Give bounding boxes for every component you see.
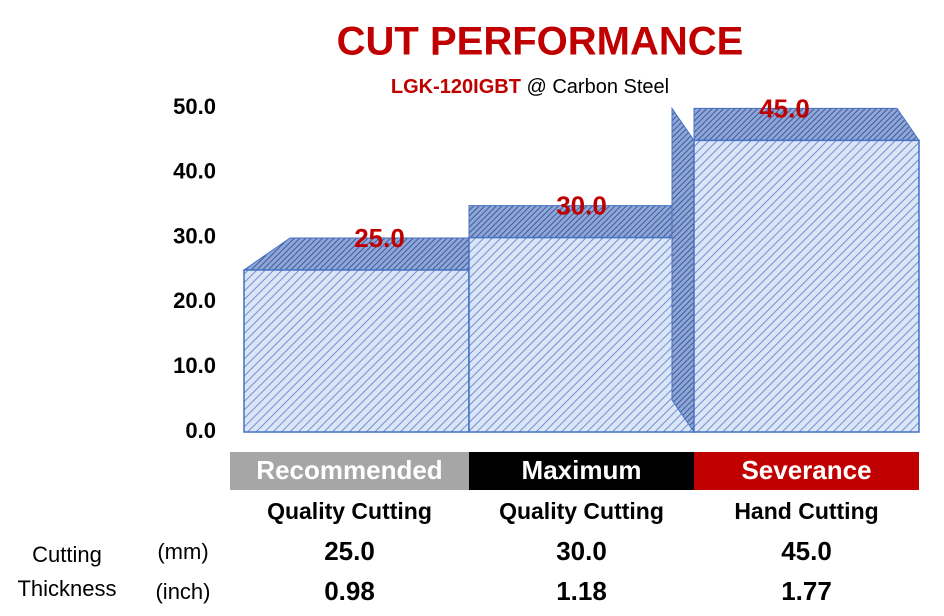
bar-side xyxy=(671,106,695,434)
x-sub-label: Quality Cutting xyxy=(267,498,432,524)
table-cell: 30.0 xyxy=(556,536,607,566)
category-header xyxy=(469,452,694,490)
chart-subtitle: LGK-120IGBT @ Carbon Steel xyxy=(391,76,669,98)
table-cell: 1.77 xyxy=(781,576,832,606)
value-label: 45.0 xyxy=(759,93,810,123)
x-tick-label: Severance xyxy=(741,455,871,485)
y-tick-label: 40.0 xyxy=(173,159,216,184)
table-cell: 1.18 xyxy=(556,576,607,606)
y-tick-label: 0.0 xyxy=(185,418,216,443)
chart-title: CUT PERFORMANCE xyxy=(337,20,744,64)
table-cell: 0.98 xyxy=(324,576,375,606)
row-label: Cutting xyxy=(32,542,102,567)
unit-label: (inch) xyxy=(155,579,210,604)
y-tick-label: 50.0 xyxy=(173,94,216,119)
value-label: 25.0 xyxy=(354,223,405,253)
bar xyxy=(243,269,470,433)
bar xyxy=(693,139,920,433)
unit-label: (mm) xyxy=(157,539,208,564)
category-header xyxy=(230,452,469,490)
y-tick-label: 30.0 xyxy=(173,223,216,248)
x-tick-label: Maximum xyxy=(522,455,642,485)
material: @ Carbon Steel xyxy=(526,76,669,98)
table-cell: 25.0 xyxy=(324,536,375,566)
bar xyxy=(468,236,695,433)
y-tick-label: 20.0 xyxy=(173,288,216,313)
x-tick-label: Recommended xyxy=(256,455,442,485)
x-sub-label: Hand Cutting xyxy=(734,498,878,524)
category-header xyxy=(694,452,919,490)
value-label: 30.0 xyxy=(556,190,607,220)
model-name: LGK-120IGBT xyxy=(391,76,521,98)
y-tick-label: 10.0 xyxy=(173,353,216,378)
row-label: Thickness xyxy=(17,576,116,601)
x-sub-label: Quality Cutting xyxy=(499,498,664,524)
table-cell: 45.0 xyxy=(781,536,832,566)
